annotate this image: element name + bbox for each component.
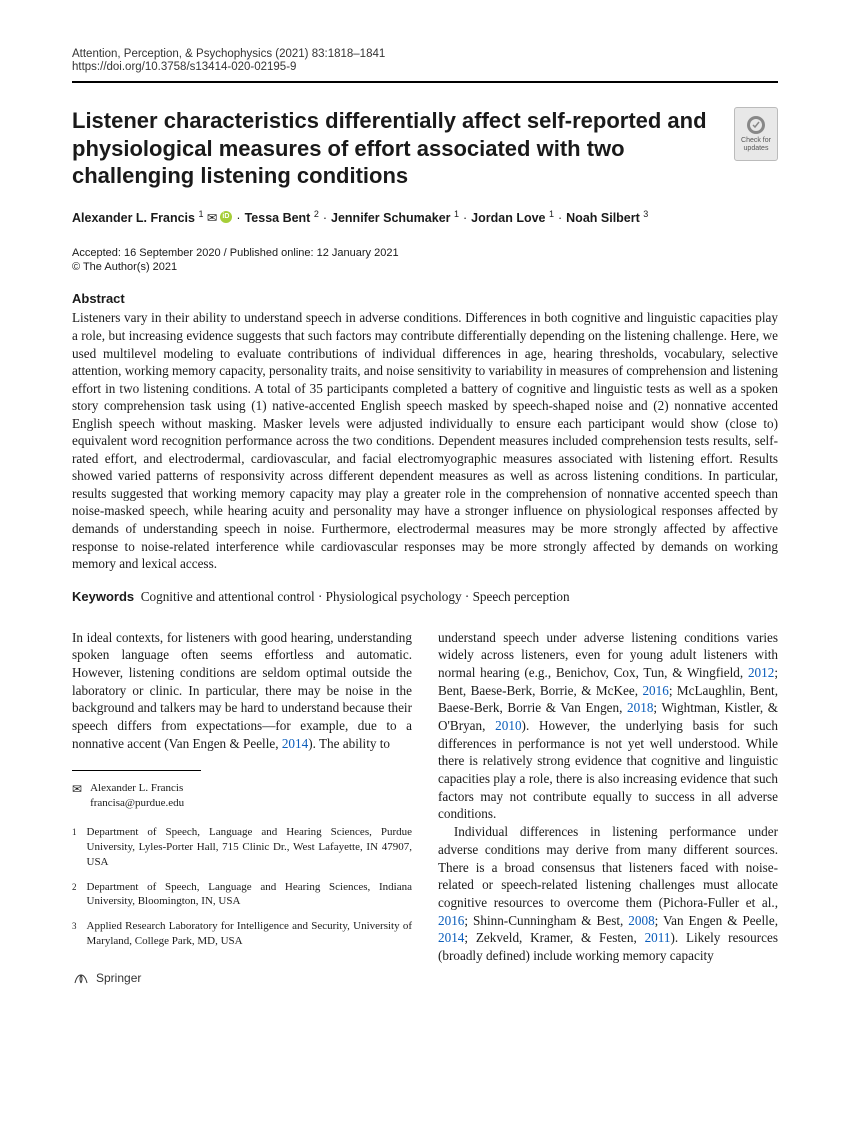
article-title: Listener characteristics differentially … [72, 107, 722, 190]
crossmark-label: Check for updates [735, 137, 777, 152]
body-paragraph: Individual differences in listening perf… [438, 823, 778, 965]
citation-link[interactable]: 2014 [438, 930, 464, 945]
author-affiliation-ref: 1 [454, 209, 459, 219]
crossmark-badge[interactable]: Check for updates [734, 107, 778, 161]
doi[interactable]: https://doi.org/10.3758/s13414-020-02195… [72, 61, 778, 73]
citation-link[interactable]: 2016 [642, 683, 668, 698]
abstract-heading: Abstract [72, 291, 778, 306]
citation-link[interactable]: 2010 [495, 718, 521, 733]
author-separator: · [558, 211, 562, 225]
author-name: Tessa Bent 2 [245, 211, 319, 225]
affiliation: 3 Applied Research Laboratory for Intelli… [72, 919, 412, 949]
affiliation-rule [72, 770, 201, 771]
citation-link[interactable]: 2018 [627, 700, 653, 715]
body-text: ; Van Engen & Peelle, [655, 913, 778, 928]
body-text: understand speech under adverse listenin… [438, 630, 778, 680]
orcid-icon[interactable] [220, 211, 232, 223]
corr-email[interactable]: francisa@purdue.edu [90, 796, 184, 811]
body-text: ). However, the underlying basis for suc… [438, 718, 778, 821]
affiliation: 2 Department of Speech, Language and Hear… [72, 880, 412, 910]
corresponding-author: ✉ Alexander L. Francis francisa@purdue.e… [72, 781, 412, 811]
author-separator: · [463, 211, 467, 225]
affiliation-text: Department of Speech, Language and Heari… [87, 880, 413, 910]
author-separator: · [236, 211, 240, 225]
author-name: Noah Silbert 3 [566, 211, 648, 225]
journal-ref: Attention, Perception, & Psychophysics (… [72, 48, 385, 60]
envelope-icon: ✉ [72, 781, 82, 811]
citation-link[interactable]: 2012 [748, 665, 774, 680]
author-affiliation-ref: 3 [643, 209, 648, 219]
affiliation-text: Applied Research Laboratory for Intellig… [87, 919, 413, 949]
author-list: Alexander L. Francis 1 ✉ · Tessa Bent 2 · Je… [72, 208, 778, 228]
citation-link[interactable]: 2008 [628, 913, 654, 928]
corr-name: Alexander L. Francis [90, 781, 184, 796]
body-text: ; Shinn-Cunningham & Best, [464, 913, 628, 928]
author-name: Jordan Love 1 [471, 211, 554, 225]
body-text: ). The ability to [308, 736, 390, 751]
author-affiliation-ref: 2 [314, 209, 319, 219]
affiliation-number: 1 [72, 825, 77, 870]
column-left: In ideal contexts, for listeners with go… [72, 629, 412, 987]
body-text: In ideal contexts, for listeners with go… [72, 630, 412, 751]
author-name: Alexander L. Francis 1 ✉ [72, 211, 232, 225]
publisher-footer: Springer [72, 969, 412, 987]
author-name: Jennifer Schumaker 1 [331, 211, 459, 225]
keywords-label: Keywords [72, 589, 134, 604]
crossmark-icon [746, 115, 766, 135]
body-text: Individual differences in listening perf… [438, 824, 778, 910]
citation-link[interactable]: 2016 [438, 913, 464, 928]
abstract-text: Listeners vary in their ability to under… [72, 309, 778, 572]
article-dates: Accepted: 16 September 2020 / Published … [72, 247, 778, 259]
body-paragraph: understand speech under adverse listenin… [438, 629, 778, 824]
header-rule [72, 81, 778, 83]
affiliation-text: Department of Speech, Language and Heari… [87, 825, 413, 870]
citation-link[interactable]: 2014 [282, 736, 308, 751]
affiliation-number: 2 [72, 880, 77, 910]
citation-link[interactable]: 2011 [645, 930, 671, 945]
affiliation: 1Department of Speech, Language and Hear… [72, 825, 412, 870]
copyright: © The Author(s) 2021 [72, 261, 778, 273]
publisher-name: Springer [96, 970, 141, 986]
keywords-text: Cognitive and attentional control · Phys… [141, 589, 570, 604]
body-paragraph: In ideal contexts, for listeners with go… [72, 629, 412, 753]
author-affiliation-ref: 1 [549, 209, 554, 219]
column-right: understand speech under adverse listenin… [438, 629, 778, 987]
author-separator: · [323, 211, 327, 225]
body-text: ; Zekveld, Kramer, & Festen, [464, 930, 644, 945]
affiliation-number: 3 [72, 919, 77, 949]
springer-icon [72, 969, 90, 987]
envelope-icon: ✉ [203, 211, 217, 225]
keywords: Keywords Cognitive and attentional contr… [72, 589, 778, 605]
